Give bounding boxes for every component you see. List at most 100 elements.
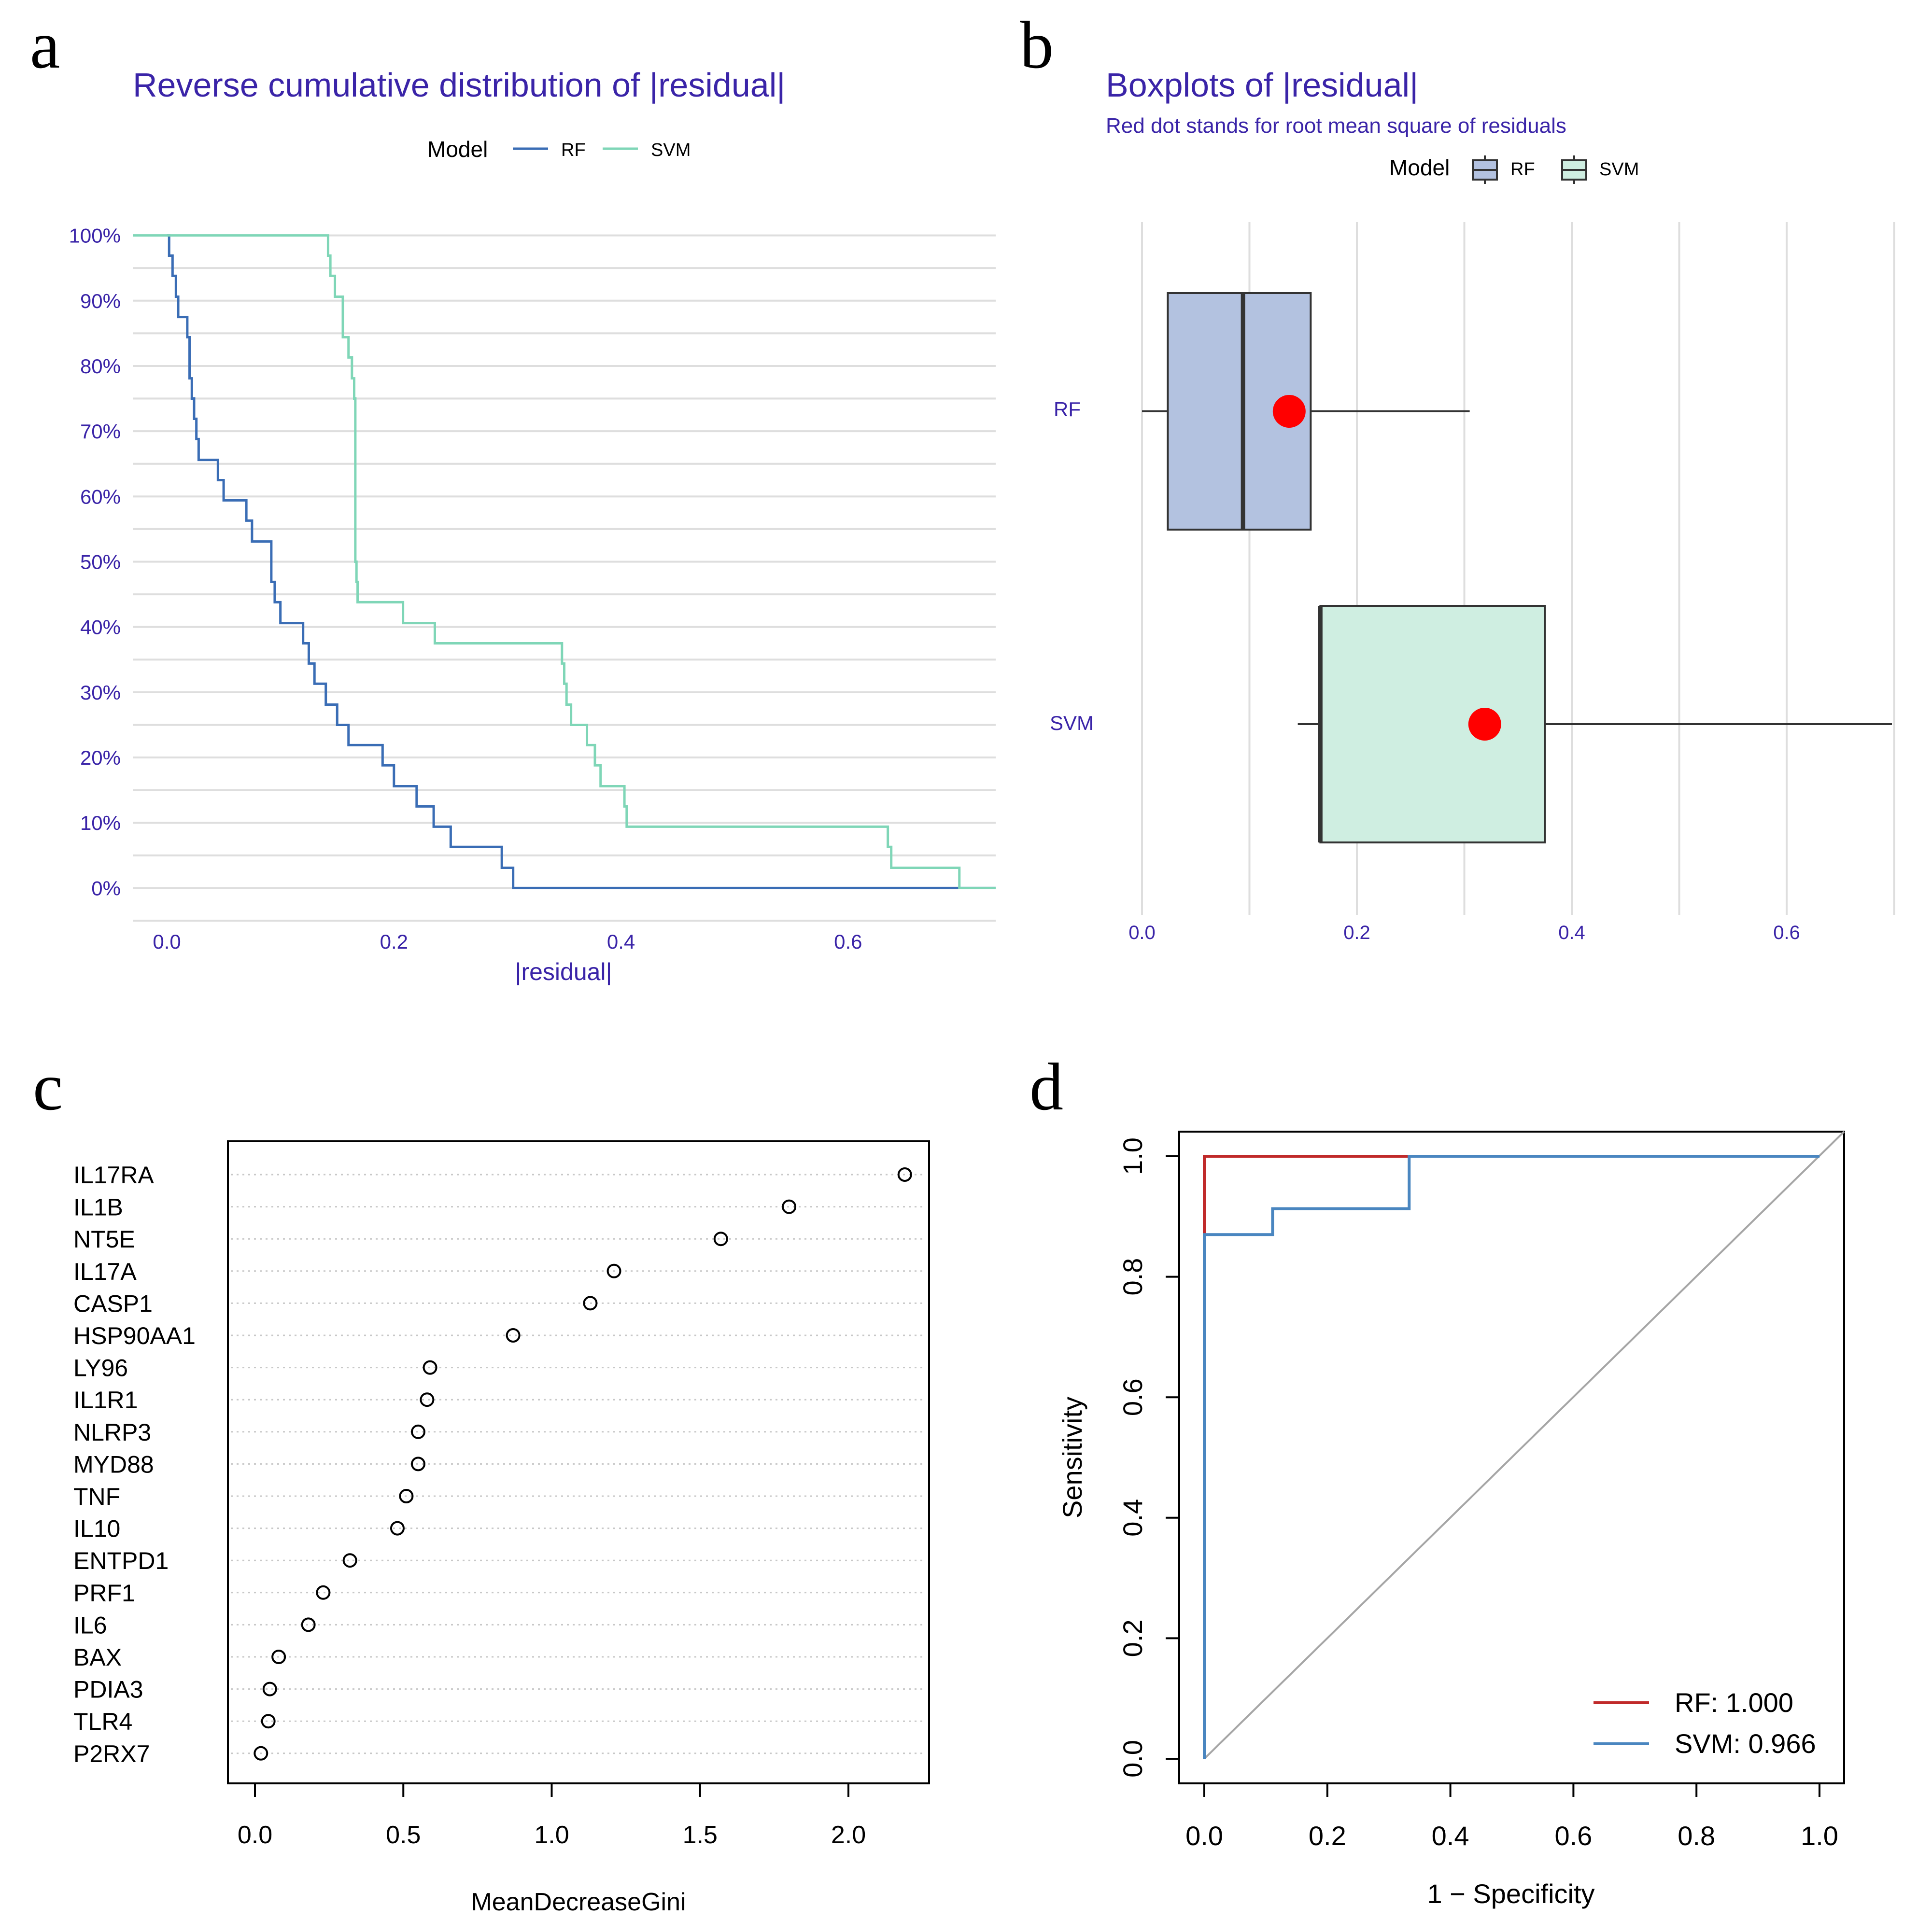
panel-a-x-tick-label: 0.0	[153, 930, 181, 953]
panel-b-svm-rmse-dot	[1468, 708, 1501, 741]
panel-b-x-tick-label: 0.0	[1128, 922, 1156, 943]
panel-b-title: Boxplots of |residual|	[1106, 66, 1418, 104]
panel-a-y-tick-label: 50%	[80, 551, 121, 574]
panel-d-y-axis-label: Sensitivity	[1057, 1397, 1087, 1518]
panel-c-x-tick-label: 2.0	[831, 1821, 866, 1849]
panel-c-point	[410, 1424, 425, 1439]
panel-c-x-axis: 0.0 0.5 1.0 1.5 2.0	[238, 1782, 866, 1849]
panel-b-legend-rf-label: RF	[1510, 159, 1535, 180]
panel-a-title: Reverse cumulative distribution of |resi…	[133, 66, 785, 104]
panel-c-point	[410, 1457, 425, 1472]
panel-d-diagonal-line	[1203, 1131, 1845, 1760]
panel-c-row-label: BAX	[73, 1644, 122, 1671]
panel-c-point	[606, 1263, 621, 1278]
panel-c-row-label: PRF1	[73, 1580, 135, 1607]
panel-b-x-tick-label: 0.6	[1773, 922, 1800, 943]
panel-c-row-label: LY96	[73, 1355, 128, 1382]
panel-a-legend-rf-label: RF	[561, 140, 586, 160]
panel-d-y-tick-label: 0.2	[1117, 1619, 1148, 1657]
panel-d-y-tick-label: 0.6	[1117, 1378, 1148, 1416]
panel-c-row-label: IL1R1	[73, 1387, 138, 1414]
panel-b-svm-box	[1319, 605, 1546, 843]
panel-d-x-tick-label: 1.0	[1801, 1821, 1838, 1851]
panel-a-y-tick-label: 90%	[80, 290, 121, 312]
panel-label-b: b	[1020, 8, 1054, 83]
panel-a-y-tick-label: 100%	[69, 224, 121, 247]
panel-c-point	[390, 1521, 405, 1536]
panel-label-a: a	[30, 8, 60, 83]
panel-d-legend-rf-label: RF: 1.000	[1675, 1687, 1793, 1718]
panel-d-x-tick-label: 0.4	[1432, 1821, 1469, 1851]
panel-c-point	[254, 1746, 268, 1761]
panel-d-x-tick-label: 0.0	[1185, 1821, 1223, 1851]
panel-a-y-tick-label: 0%	[91, 877, 121, 899]
panel-c-row-label: P2RX7	[73, 1740, 150, 1767]
panel-a-y-tick-label: 20%	[80, 746, 121, 769]
panel-b-legend-svm-key	[1561, 155, 1587, 184]
panel-a-y-tick-labels: 0% 10% 20% 30% 40% 50% 60% 70% 80% 90% 100%	[69, 224, 121, 900]
panel-b-boxes	[1142, 292, 1892, 843]
panel-a: a Reverse cumulative distribution of |re…	[30, 8, 996, 985]
panel-c-point	[420, 1392, 435, 1407]
panel-d-y-axis: 0.0 0.2 0.4 0.6 0.8 1.0	[1117, 1137, 1180, 1778]
panel-c-point	[423, 1360, 437, 1375]
panel-label-d: d	[1029, 1050, 1063, 1124]
panel-c-row-label: NLRP3	[73, 1419, 151, 1446]
panel-d-x-tick-label: 0.2	[1309, 1821, 1346, 1851]
panel-c-row-label: IL17A	[73, 1258, 137, 1285]
panel-c-row-label: HSP90AA1	[73, 1322, 196, 1349]
panel-b-x-tick-label: 0.4	[1558, 922, 1585, 943]
panel-c-point	[583, 1296, 598, 1311]
panel-c-x-tick-label: 0.5	[386, 1821, 421, 1849]
panel-a-x-tick-label: 0.4	[607, 930, 635, 953]
panel-c-point	[506, 1328, 521, 1343]
panel-c-row-label: IL6	[73, 1612, 107, 1639]
panel-d-y-tick-label: 1.0	[1117, 1137, 1148, 1175]
panel-c-row-label: PDIA3	[73, 1676, 143, 1703]
panel-d-x-axis: 0.0 0.2 0.4 0.6 0.8 1.0	[1185, 1782, 1838, 1851]
panel-b-y-label-rf: RF	[1054, 398, 1081, 420]
panel-b-legend-svm-label: SVM	[1599, 159, 1639, 180]
panel-a-rf-line	[167, 234, 996, 889]
panel-c-row-label: TLR4	[73, 1708, 132, 1735]
panel-d-x-tick-label: 0.6	[1554, 1821, 1592, 1851]
panel-c-x-tick-label: 1.5	[683, 1821, 718, 1849]
panel-label-c: c	[33, 1050, 63, 1124]
panel-a-legend-svm-label: SVM	[651, 140, 691, 160]
panel-a-x-axis-label: |residual|	[515, 958, 612, 985]
panel-a-legend: Model RF SVM	[427, 137, 691, 162]
panel-b-subtitle: Red dot stands for root mean square of r…	[1106, 114, 1566, 138]
panel-a-y-tick-label: 10%	[80, 812, 121, 834]
panel-c-row-label: NT5E	[73, 1226, 135, 1253]
panel-d-y-tick-label: 0.8	[1117, 1258, 1148, 1296]
panel-b-x-tick-labels: 0.0 0.2 0.4 0.6	[1128, 922, 1800, 943]
panel-a-x-tick-label: 0.2	[380, 930, 408, 953]
panel-b: b Boxplots of |residual| Red dot stands …	[1020, 8, 1895, 943]
panel-d-x-tick-label: 0.8	[1678, 1821, 1715, 1851]
panel-c-x-axis-label: MeanDecreaseGini	[471, 1888, 686, 1916]
panel-b-legend-title: Model	[1389, 155, 1450, 180]
panel-c-row-label: TNF	[73, 1483, 120, 1510]
panel-d-x-axis-label: 1 − Specificity	[1427, 1878, 1594, 1909]
panel-a-y-tick-label: 80%	[80, 355, 121, 378]
panel-a-svm-line	[133, 234, 996, 889]
panel-c-row-label: MYD88	[73, 1451, 154, 1478]
panel-c-point	[301, 1617, 316, 1632]
panel-c-row-label: IL1B	[73, 1194, 123, 1221]
panel-c-x-tick-label: 1.0	[534, 1821, 569, 1849]
panel-c-row-label: IL17RA	[73, 1162, 154, 1189]
panel-b-y-label-svm: SVM	[1050, 712, 1094, 734]
panel-d-y-tick-label: 0.4	[1117, 1499, 1148, 1537]
panel-a-y-tick-label: 60%	[80, 485, 121, 508]
panel-c-point	[342, 1553, 357, 1568]
panel-c-point	[261, 1714, 276, 1729]
panel-c-row-label: IL10	[73, 1515, 120, 1542]
panel-d-legend: RF: 1.000 SVM: 0.966	[1594, 1687, 1816, 1759]
panel-a-y-tick-label: 70%	[80, 420, 121, 443]
panel-a-gridlines	[133, 234, 996, 922]
panel-c-point	[782, 1199, 797, 1214]
panel-a-y-tick-label: 40%	[80, 616, 121, 639]
panel-c-row-label: ENTPD1	[73, 1547, 169, 1574]
